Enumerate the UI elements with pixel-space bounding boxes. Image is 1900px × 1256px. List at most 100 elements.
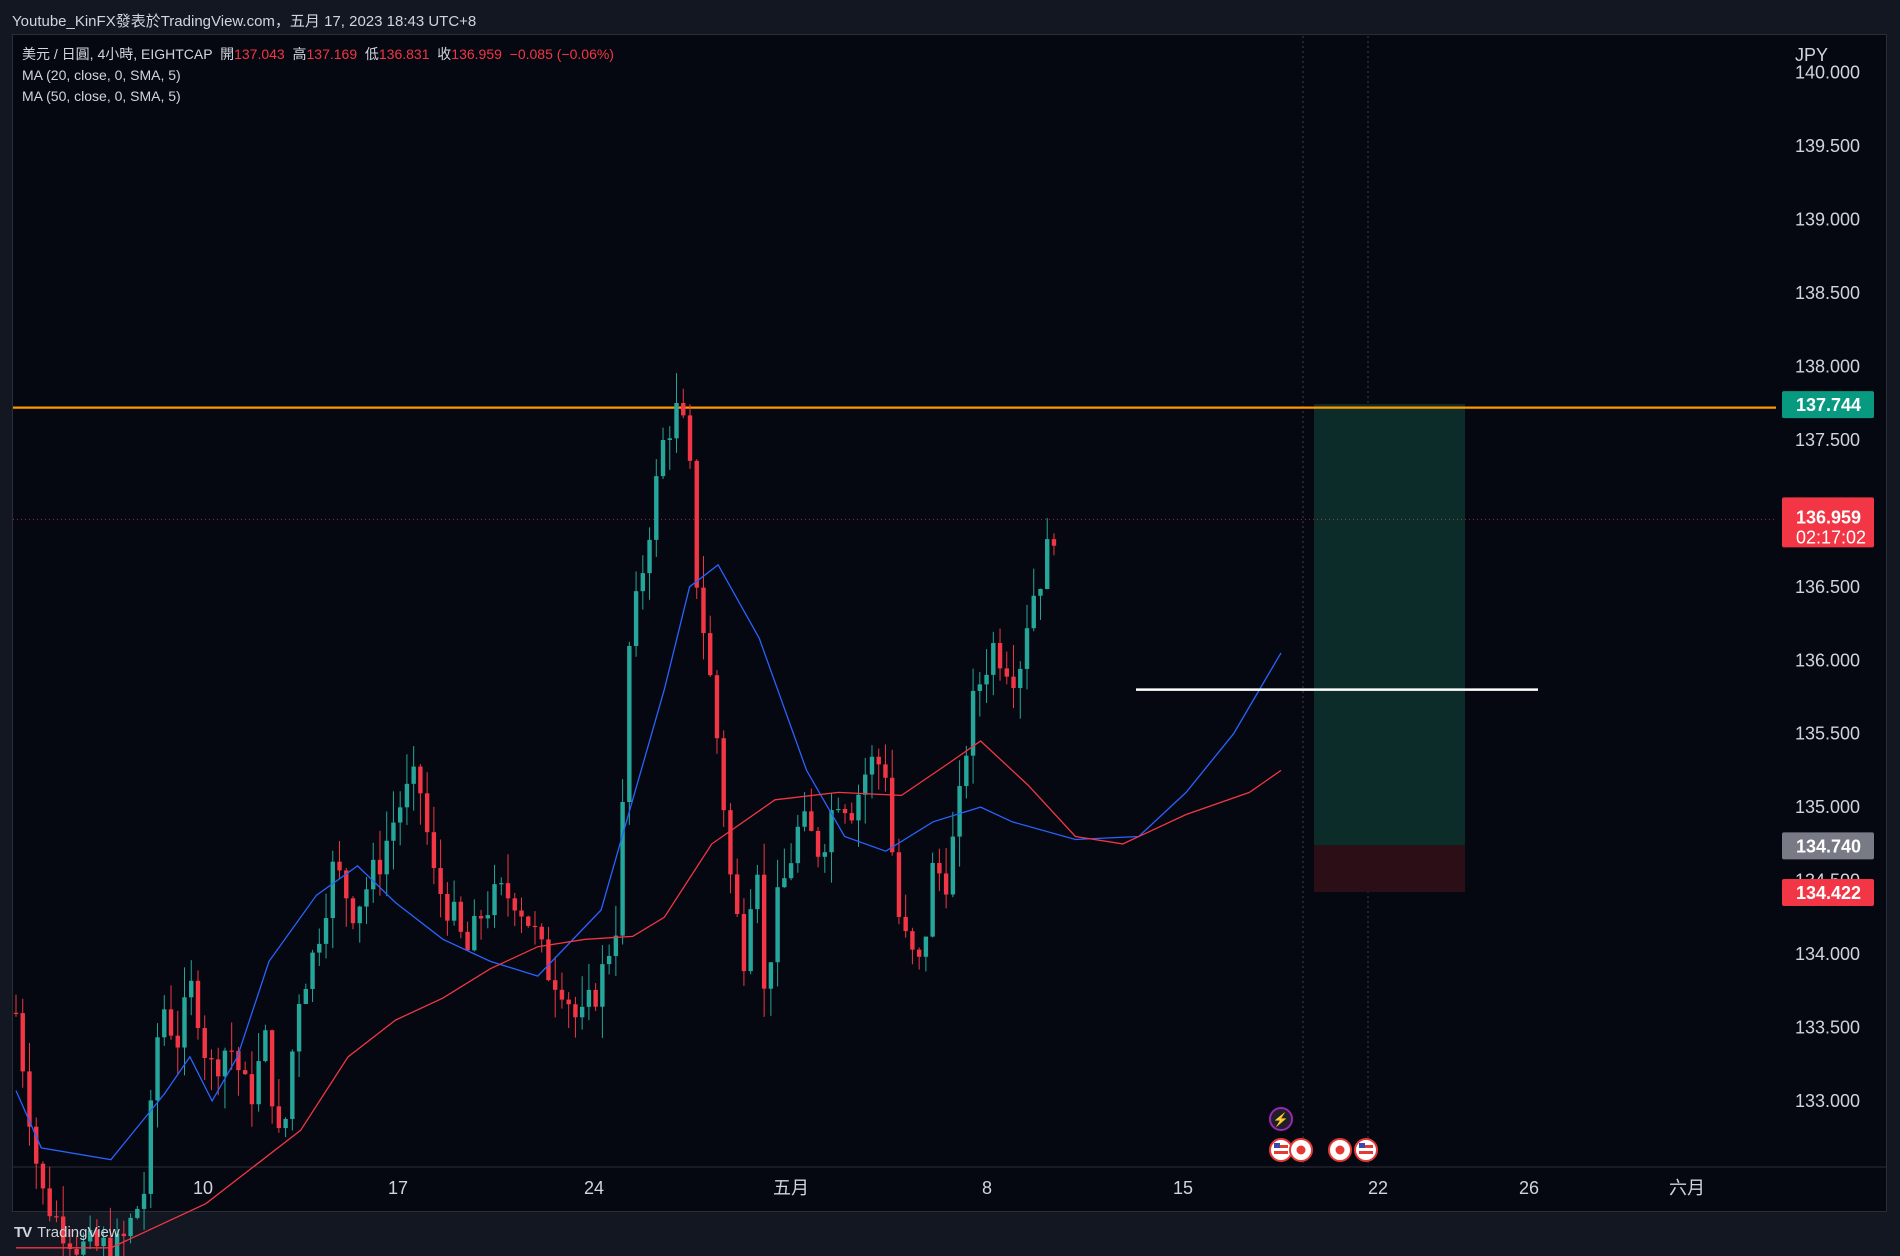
- candle-body: [559, 989, 565, 1000]
- candle-body: [236, 1050, 241, 1071]
- candle-body: [67, 1243, 73, 1249]
- candle-body: [856, 794, 861, 821]
- candle-body: [970, 690, 976, 756]
- target-price-label-bg: [1782, 391, 1874, 419]
- y-tick-label: 138.500: [1795, 283, 1860, 303]
- candle-body: [189, 980, 194, 998]
- footer-brand[interactable]: TradingView: [37, 1224, 120, 1241]
- candle-body: [708, 633, 713, 676]
- y-tick-label: 139.500: [1795, 136, 1860, 156]
- candle-body: [640, 573, 646, 592]
- candle-body: [768, 962, 774, 989]
- legend-ma20[interactable]: MA (20, close, 0, SMA, 5): [22, 67, 181, 83]
- candle-body: [371, 859, 376, 890]
- candle-body: [478, 915, 484, 919]
- candle-body: [101, 1237, 106, 1247]
- candle-body: [499, 883, 504, 885]
- legend-symbol[interactable]: 美元 / 日圓, 4小時, EIGHTCAP: [22, 46, 213, 62]
- candle-body: [209, 1057, 214, 1060]
- candle-body: [424, 793, 430, 833]
- footer: TV TradingView: [14, 1224, 120, 1241]
- candle-body: [344, 870, 349, 899]
- us-flag-stripe: [1274, 1145, 1288, 1148]
- us-flag-event-icon: [1269, 1138, 1293, 1162]
- candle-body: [842, 808, 848, 814]
- us-flag-stripe: [1359, 1145, 1373, 1148]
- candle-body: [923, 936, 929, 957]
- legend-close-value: 136.959: [451, 46, 502, 62]
- candle-body: [1038, 589, 1043, 596]
- candle-body: [269, 1030, 275, 1107]
- candle-body: [1045, 539, 1050, 590]
- candle-body: [1051, 539, 1057, 546]
- candle-body: [216, 1059, 221, 1077]
- y-tick-label: 137.500: [1795, 430, 1860, 450]
- x-tick-label: 22: [1368, 1178, 1388, 1198]
- candle-body: [54, 1216, 59, 1218]
- candle-body: [957, 786, 962, 837]
- y-tick-label: 136.500: [1795, 577, 1860, 597]
- chart-frame[interactable]: [12, 34, 1887, 1212]
- candle-body: [606, 955, 612, 965]
- x-tick-label: 26: [1519, 1178, 1539, 1198]
- entry-price-label-bg: [1782, 832, 1874, 860]
- candle-body: [505, 883, 511, 899]
- tradingview-logo-icon[interactable]: TV: [14, 1224, 32, 1241]
- candle-body: [411, 766, 416, 784]
- candle-body: [182, 997, 187, 1048]
- candle-body: [404, 783, 410, 808]
- x-tick-label: 10: [193, 1178, 213, 1198]
- y-axis-currency: JPY: [1795, 45, 1828, 65]
- candle-body: [87, 1229, 93, 1242]
- candle-body: [964, 755, 969, 787]
- candle-body: [337, 861, 342, 871]
- candle-body: [977, 684, 983, 691]
- candle-body: [782, 878, 787, 888]
- candle-body: [431, 832, 437, 869]
- y-tick-label: 134.000: [1795, 944, 1860, 964]
- x-tick-label: 8: [982, 1178, 992, 1198]
- candle-body: [296, 1003, 302, 1052]
- candle-body: [654, 476, 659, 540]
- us-flag-canton: [1359, 1143, 1365, 1148]
- candle-body: [660, 440, 666, 477]
- candle-body: [13, 1012, 19, 1014]
- candle-body: [451, 901, 457, 921]
- lightning-glyph: ⚡: [1273, 1112, 1289, 1128]
- candle-body: [1024, 628, 1030, 669]
- candle-body: [761, 874, 767, 989]
- candle-body: [222, 1050, 228, 1077]
- legend-close-label: 收: [437, 46, 452, 62]
- candle-body: [910, 931, 915, 950]
- candle-body: [546, 939, 551, 981]
- candle-body: [687, 415, 693, 461]
- legend-high-label: 高: [292, 46, 307, 62]
- candle-body: [755, 874, 760, 910]
- candle-body: [303, 988, 309, 1004]
- candle-body: [128, 1217, 133, 1237]
- candle-body: [465, 931, 470, 951]
- target-price-label: 137.744: [1796, 395, 1861, 415]
- candle-body: [377, 859, 383, 875]
- candle-body: [330, 861, 335, 919]
- entry-price-label: 134.740: [1796, 836, 1861, 856]
- candle-body: [94, 1229, 100, 1247]
- candle-body: [74, 1248, 79, 1255]
- x-tick-label: 24: [584, 1178, 604, 1198]
- candle-body: [1011, 676, 1016, 689]
- countdown-label: 02:17:02: [1796, 527, 1866, 547]
- legend-symbol-row: 美元 / 日圓, 4小時, EIGHTCAP 開137.043 高137.169…: [22, 44, 614, 65]
- candle-body: [391, 822, 396, 841]
- candle-body: [896, 852, 902, 917]
- candle-body: [40, 1163, 46, 1189]
- candle-body: [869, 756, 875, 775]
- x-tick-label: 六月: [1669, 1178, 1705, 1198]
- x-tick-label: 15: [1173, 1178, 1193, 1198]
- candle-body: [155, 1037, 160, 1101]
- target-zone: [1314, 404, 1465, 846]
- candle-body: [997, 643, 1003, 669]
- candle-body: [458, 901, 464, 932]
- legend-ma50[interactable]: MA (50, close, 0, SMA, 5): [22, 88, 181, 104]
- candle-body: [633, 591, 639, 646]
